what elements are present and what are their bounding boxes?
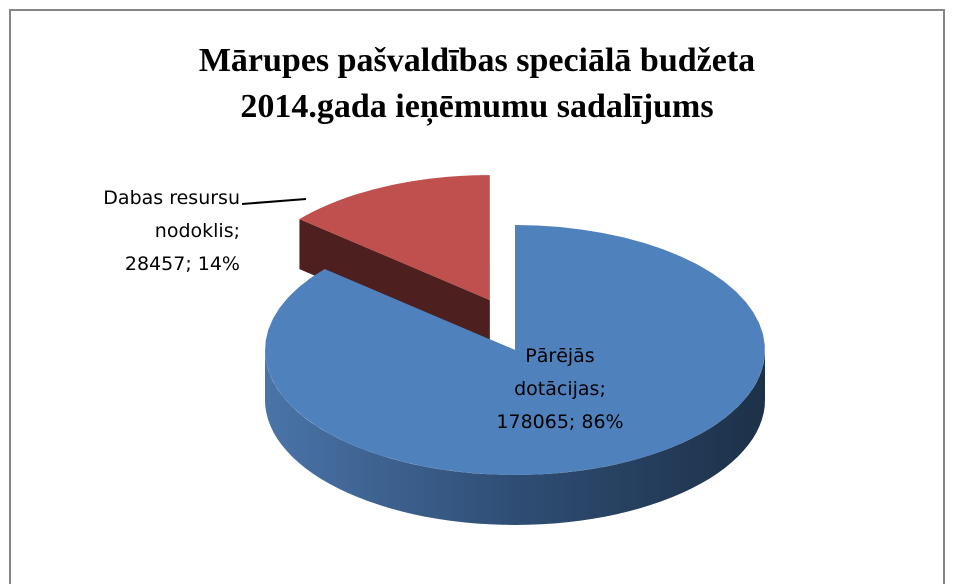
slice-wall	[265, 350, 765, 525]
pie-slice	[299, 175, 490, 301]
chart-title: Mārupes pašvaldības speciālā budžeta 201…	[198, 42, 756, 125]
pie	[265, 175, 765, 525]
category-label: Pārējās dotācijas;	[514, 345, 606, 400]
value-label: 178065; 86%	[496, 411, 624, 433]
value-label: 28457; 14%	[124, 253, 240, 275]
category-label: Dabas resursu nodoklis;	[103, 187, 240, 242]
slice-label: Dabas resursu nodoklis; 28457; 14%	[60, 182, 240, 281]
leader-line	[241, 198, 307, 205]
slice-label: Pārējās dotācijas; 178065; 86%	[470, 340, 650, 439]
slice-side	[299, 219, 490, 351]
pie-slice	[265, 225, 765, 475]
